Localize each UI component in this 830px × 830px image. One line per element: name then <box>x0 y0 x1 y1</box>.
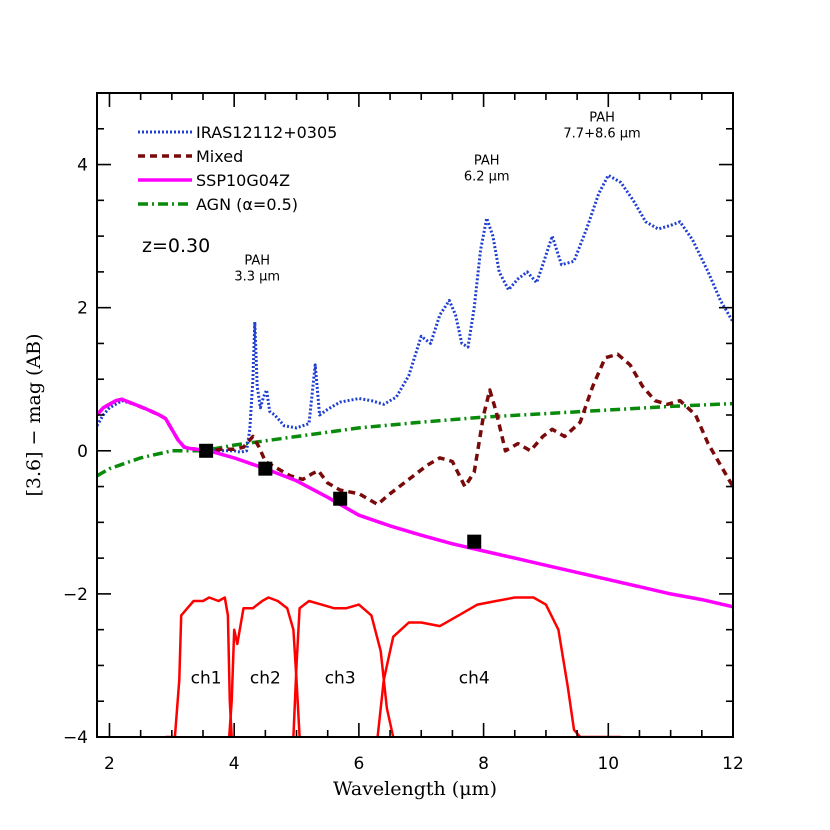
x-tick-label: 2 <box>104 754 115 774</box>
pah-annotation-text: PAH <box>589 111 615 126</box>
legend-label-mixed: Mixed <box>196 147 243 166</box>
data-markers <box>199 443 482 549</box>
pah-annotation-text: 3.3 μm <box>234 270 280 285</box>
series-lines <box>97 173 733 609</box>
x-tick-label: 12 <box>722 754 744 774</box>
x-tick-label: 4 <box>229 754 240 774</box>
legend: IRAS12112+0305 Mixed SSP10G04Z AGN (α=0.… <box>138 123 337 214</box>
legend-label-iras: IRAS12112+0305 <box>196 123 337 142</box>
axis-ticks <box>97 92 734 738</box>
filter-curve-ch3 <box>292 599 395 737</box>
series-line-2 <box>97 397 733 609</box>
tick-labels: 2 4 6 8 10 12 −4 −2 0 2 4 <box>63 156 744 774</box>
series-line-0 <box>97 173 733 454</box>
x-tick-label: 10 <box>597 754 619 774</box>
y-tick-label: −4 <box>63 728 88 748</box>
data-marker <box>258 461 273 476</box>
filter-curve-ch1 <box>165 596 233 737</box>
filter-curve-ch2 <box>227 596 301 737</box>
y-tick-label: 0 <box>77 442 88 462</box>
pah-annotation-text: 7.7+8.6 μm <box>563 127 640 142</box>
channel-label-ch3: ch3 <box>325 668 356 688</box>
x-tick-label: 6 <box>353 754 364 774</box>
plot-frame <box>96 92 734 738</box>
pah-annotation-text: PAH <box>474 154 500 169</box>
data-marker <box>333 491 348 506</box>
x-tick-label: 8 <box>478 754 489 774</box>
legend-label-ssp: SSP10G04Z <box>196 171 290 190</box>
redshift-label: z=0.30 <box>142 235 210 257</box>
pah-annotation-text: PAH <box>244 254 270 269</box>
channel-label-ch2: ch2 <box>250 668 281 688</box>
filter-curves <box>165 596 621 737</box>
data-marker <box>199 443 214 458</box>
y-tick-label: 2 <box>77 299 88 319</box>
channel-labels: ch1 ch2 ch3 ch4 <box>191 668 490 688</box>
channel-label-ch1: ch1 <box>191 668 222 688</box>
pah-annotation-text: 6.2 μm <box>464 170 510 185</box>
channel-label-ch4: ch4 <box>459 668 490 688</box>
filter-curve-ch4 <box>376 596 621 737</box>
x-axis-title: Wavelength (μm) <box>333 778 497 800</box>
y-tick-label: −2 <box>63 585 88 605</box>
y-axis-title: [3.6] − mag (AB) <box>23 333 45 496</box>
data-marker <box>467 534 482 549</box>
y-tick-label: 4 <box>77 156 88 176</box>
series-line-3 <box>97 401 733 478</box>
series-line-1 <box>97 352 733 507</box>
legend-label-agn: AGN (α=0.5) <box>196 195 298 214</box>
